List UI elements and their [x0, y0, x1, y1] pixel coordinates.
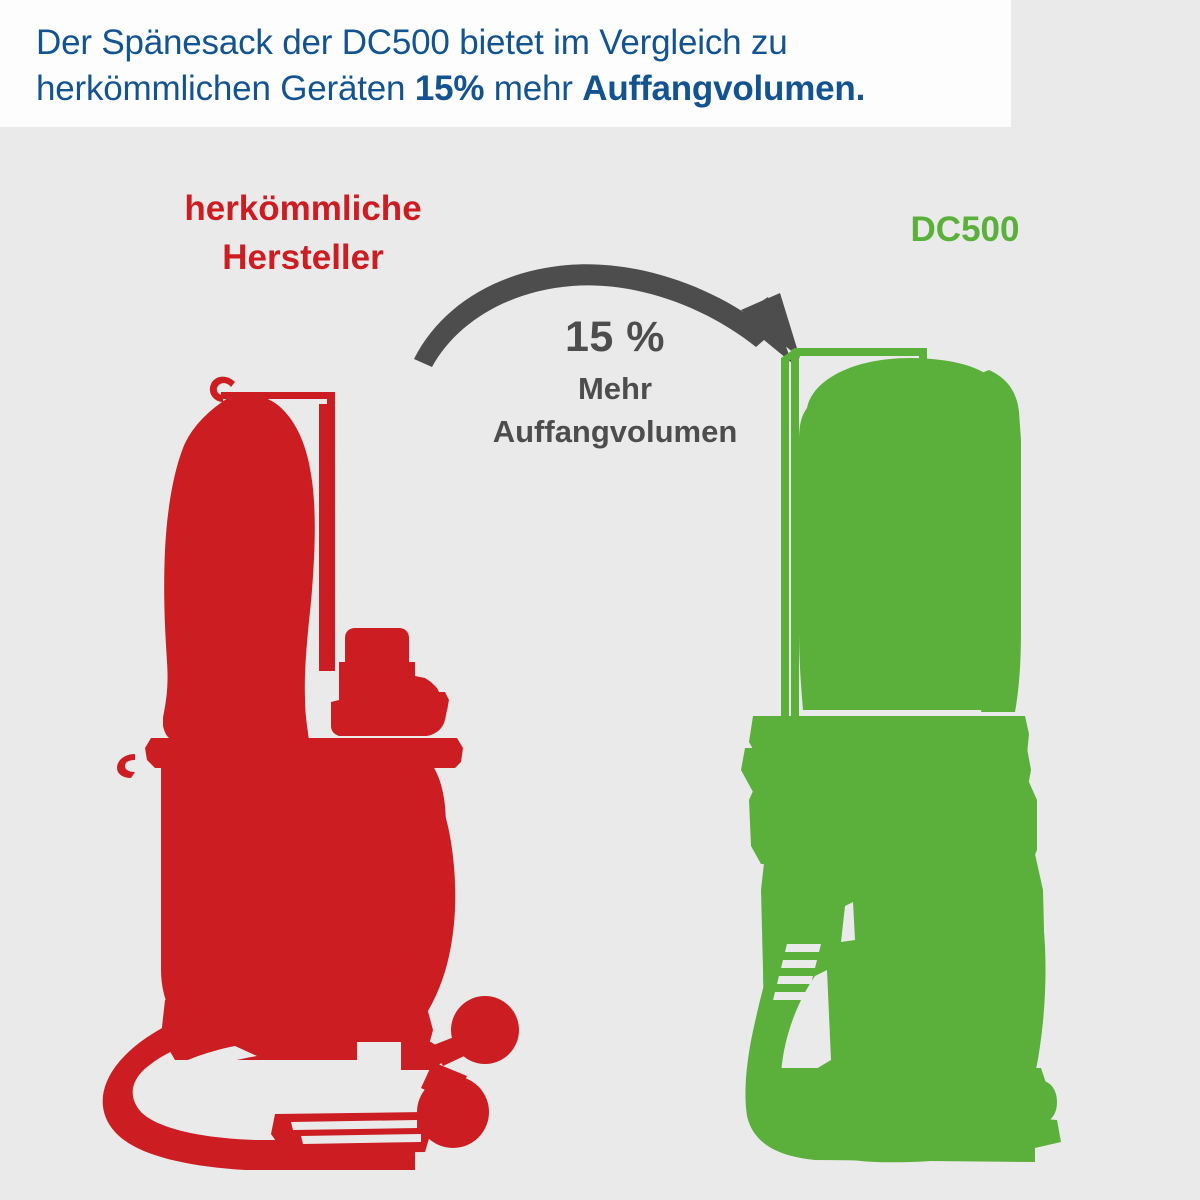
headline-line2-part2: mehr	[484, 69, 583, 108]
headline-line2-part1: herkömmlichen Geräten	[36, 69, 415, 108]
red-dust-extractor-silhouette-icon	[95, 370, 525, 1170]
header-panel: Der Spänesack der DC500 bietet im Vergle…	[0, 0, 1011, 127]
caption-line-auffangvolumen: Auffangvolumen	[492, 414, 738, 449]
headline-line1: Der Spänesack der DC500 bietet im Vergle…	[36, 23, 788, 62]
percent-value: 15 %	[564, 313, 665, 361]
green-dust-extractor-silhouette-icon	[735, 330, 1135, 1170]
headline-highlight-volume: Auffangvolumen.	[582, 69, 866, 108]
headline-highlight-percent: 15%	[414, 69, 485, 108]
center-caption: 15 % Mehr Auffangvolumen	[395, 313, 835, 452]
page-title: Der Spänesack der DC500 bietet im Vergle…	[36, 20, 996, 112]
caption-line-mehr: Mehr	[577, 371, 653, 406]
label-dc500: DC500	[910, 210, 1020, 249]
curved-arrow-icon	[400, 255, 830, 375]
label-conventional-manufacturers: herkömmliche Hersteller	[184, 189, 422, 277]
